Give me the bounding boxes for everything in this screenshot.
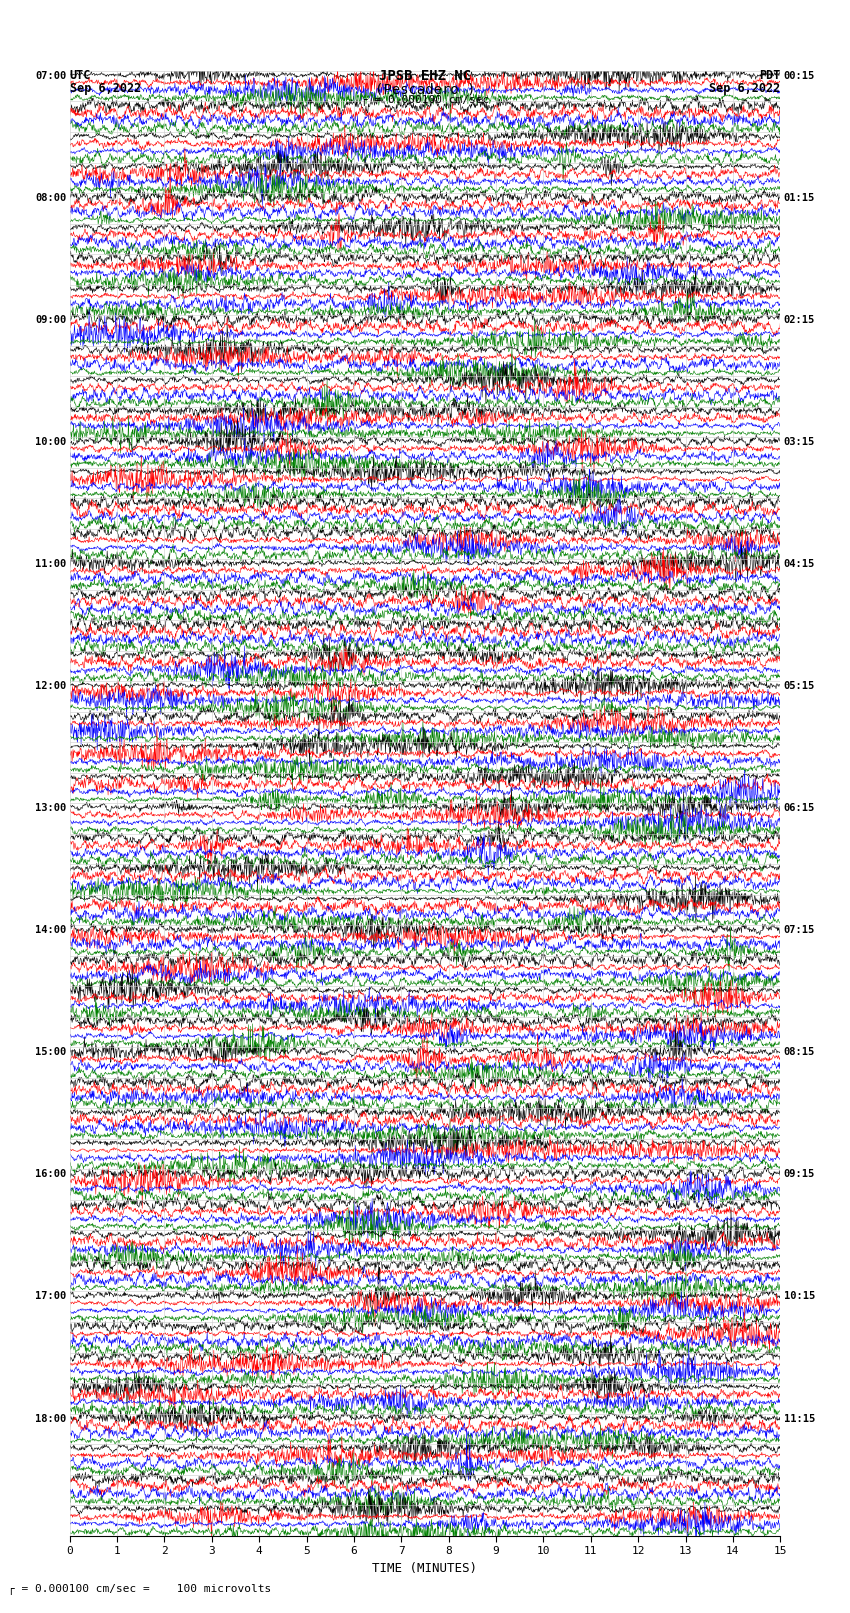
X-axis label: TIME (MINUTES): TIME (MINUTES) — [372, 1561, 478, 1574]
Text: ┌ = 0.000100 cm/sec =    100 microvolts: ┌ = 0.000100 cm/sec = 100 microvolts — [8, 1584, 272, 1595]
Text: 04:15: 04:15 — [784, 560, 815, 569]
Text: 01:15: 01:15 — [784, 194, 815, 203]
Text: 08:15: 08:15 — [784, 1047, 815, 1058]
Text: (Pescadero ): (Pescadero ) — [375, 82, 475, 97]
Text: 14:00: 14:00 — [35, 926, 66, 936]
Text: 13:00: 13:00 — [35, 803, 66, 813]
Text: 07:15: 07:15 — [784, 926, 815, 936]
Text: Sep 6,2022: Sep 6,2022 — [70, 82, 141, 95]
Text: 09:00: 09:00 — [35, 315, 66, 326]
Text: ┌ = 0.000100 cm/sec: ┌ = 0.000100 cm/sec — [361, 95, 489, 106]
Text: UTC: UTC — [70, 69, 91, 82]
Text: 11:15: 11:15 — [784, 1413, 815, 1424]
Text: JPSB EHZ NC: JPSB EHZ NC — [379, 69, 471, 84]
Text: PDT: PDT — [759, 69, 780, 82]
Text: 17:00: 17:00 — [35, 1292, 66, 1302]
Text: 11:00: 11:00 — [35, 560, 66, 569]
Text: 07:00: 07:00 — [35, 71, 66, 81]
Text: 10:00: 10:00 — [35, 437, 66, 447]
Text: Sep 6,2022: Sep 6,2022 — [709, 82, 780, 95]
Text: 02:15: 02:15 — [784, 315, 815, 326]
Text: 05:15: 05:15 — [784, 681, 815, 692]
Text: 09:15: 09:15 — [784, 1169, 815, 1179]
Text: 16:00: 16:00 — [35, 1169, 66, 1179]
Text: 03:15: 03:15 — [784, 437, 815, 447]
Text: 06:15: 06:15 — [784, 803, 815, 813]
Text: 00:15: 00:15 — [784, 71, 815, 81]
Text: 12:00: 12:00 — [35, 681, 66, 692]
Text: 08:00: 08:00 — [35, 194, 66, 203]
Text: 15:00: 15:00 — [35, 1047, 66, 1058]
Text: 10:15: 10:15 — [784, 1292, 815, 1302]
Text: 18:00: 18:00 — [35, 1413, 66, 1424]
